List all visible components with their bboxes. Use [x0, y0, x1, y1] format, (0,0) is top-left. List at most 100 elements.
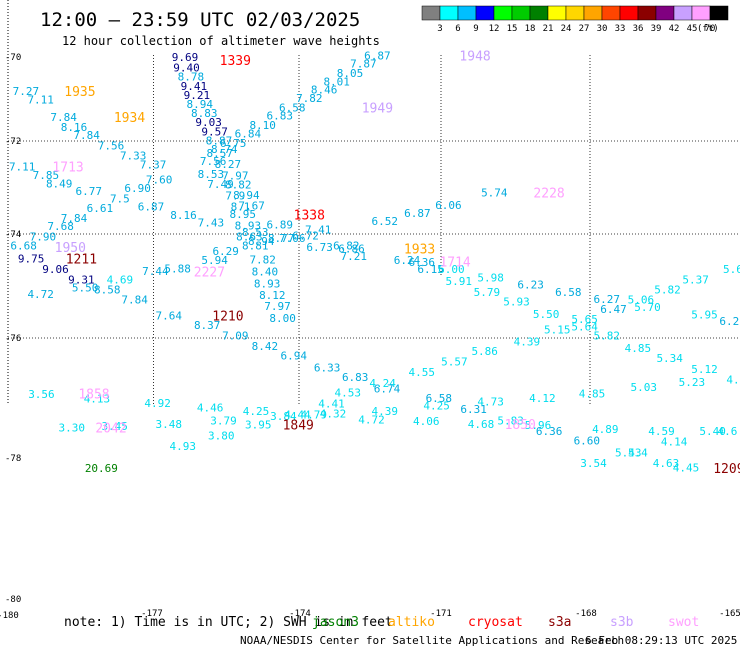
wave-height-value: 7.97 [264, 300, 291, 313]
latitude-label: -80 [5, 595, 21, 605]
wave-height-value: 4.63 [653, 457, 680, 470]
wave-height-value: 4.39 [372, 405, 399, 418]
wave-height-value: 7.37 [140, 158, 167, 171]
wave-height-value: 5.23 [679, 376, 706, 389]
colorbar-swatch [421, 5, 441, 21]
wave-height-value: 4.59 [648, 425, 675, 438]
wave-height-value: 5.03 [631, 381, 658, 394]
latitude-label: -74 [5, 230, 21, 240]
latitude-label: -76 [5, 334, 21, 344]
wave-height-value: 7.44 [142, 265, 169, 278]
colorbar-swatch [601, 5, 621, 21]
wave-height-value: 5.83 [497, 415, 524, 428]
wave-height-value: 8.63 [236, 231, 263, 244]
wave-height-value: 8.1 [231, 201, 251, 214]
pass-time-label: 1949 [362, 101, 393, 116]
wave-height-value: 4.14 [661, 435, 688, 448]
colorbar-swatch [637, 5, 657, 21]
wave-height-value: 6.83 [266, 110, 293, 123]
wave-height-value: 8.87 [206, 134, 233, 147]
wave-height-value: 7.85 [33, 169, 60, 182]
wave-height-value: 6.33 [314, 361, 341, 374]
wave-height-value: 6.36 [536, 425, 563, 438]
wave-height-value: 8.10 [249, 119, 276, 132]
colorbar-label: 30 [597, 24, 608, 34]
wave-height-value: 5.88 [164, 262, 191, 275]
wave-height-value: 8.53 [198, 168, 225, 181]
wave-height-value: 9.03 [195, 116, 222, 129]
colorbar-swatch [457, 5, 477, 21]
footer-timestamp: 6 Feb 08:29:13 UTC 2025 [585, 634, 737, 647]
wave-height-value: 3.80 [208, 430, 235, 443]
colorbar-unit: (ft) [697, 24, 719, 34]
pass-time-label: 1935 [64, 85, 95, 100]
wave-height-value: 8.77 [268, 232, 295, 245]
wave-height-value: 8.78 [178, 71, 205, 84]
satellite-legend-cryosat: cryosat [468, 615, 523, 630]
map-grid [8, 55, 740, 405]
wave-height-value: 8.95 [229, 208, 256, 221]
note-text: note: 1) Time is in UTC; 2) SWH is in fe… [64, 615, 393, 630]
wave-height-value: 8.42 [252, 340, 279, 353]
wave-height-value: 6.84 [235, 127, 262, 140]
wave-height-value: 7.97 [222, 170, 249, 183]
wave-height-value: 3.84 [270, 410, 297, 423]
pass-time-label: 1950 [55, 241, 86, 256]
wave-height-value: 8.94 [187, 98, 214, 111]
wave-height-value: 7.56 [200, 155, 227, 168]
pass-time-label: 1338 [294, 209, 325, 224]
wave-height-value: 7.41 [305, 223, 332, 236]
wave-height-value: 5.66 [723, 263, 740, 276]
wave-height-value: 7.84 [61, 212, 88, 225]
wave-height-value: 7.82 [296, 92, 323, 105]
wave-height-value: 6.72 [292, 229, 319, 242]
colorbar-label: 45 [687, 24, 698, 34]
colorbar-swatch [691, 5, 711, 21]
wave-height-value: 4.68 [468, 418, 495, 431]
wave-height-observations: 9.699.408.789.419.218.948.839.039.578.87… [9, 49, 740, 475]
colorbar: (ft) 3 6 9 12 15 18 21 24 27 30 33 36 39 42 45 70 [421, 5, 729, 34]
colorbar-label: 15 [507, 24, 518, 34]
wave-height-value: 4.79 [301, 409, 328, 422]
wave-height-value: 9.69 [172, 51, 199, 64]
colorbar-swatch [619, 5, 639, 21]
wave-height-value: 4.73 [477, 396, 504, 409]
wave-height-value: 8.12 [259, 289, 286, 302]
wave-height-value: 5.79 [474, 286, 501, 299]
wave-height-value: 5.57 [441, 355, 468, 368]
wave-height-value: 4.85 [579, 387, 606, 400]
wave-height-value: 7.21 [340, 250, 367, 263]
longitude-label: -180 [0, 611, 19, 621]
colorbar-label: 9 [473, 24, 478, 34]
wave-height-value: 8.83 [191, 107, 218, 120]
colorbar-label: 36 [633, 24, 644, 34]
pass-time-label: 1849 [283, 418, 314, 433]
wave-height-value: 5.06 [628, 294, 655, 307]
wave-height-value: 5.91 [446, 275, 473, 288]
wave-height-value: 9.40 [173, 62, 200, 75]
wave-height-value: 8.37 [194, 319, 221, 332]
wave-height-value: 6.58 [279, 101, 306, 114]
wave-height-value: 4.93 [170, 440, 197, 453]
wave-height-value: 5.12 [691, 363, 718, 376]
wave-height-value: 4.89 [592, 423, 619, 436]
wave-height-value: 20.69 [85, 462, 118, 475]
wave-height-value: 8.49 [46, 177, 73, 190]
colorbar-swatch [709, 5, 729, 21]
colorbar-label: 70 [705, 24, 716, 34]
wave-height-value: 5.65 [571, 313, 598, 326]
longitude-label: -177 [141, 609, 163, 619]
wave-height-value: 6.68 [10, 240, 37, 253]
satellite-legend: jason3 altiko cryosat s3a s3b swot [312, 615, 699, 630]
wave-height-value: 6.83 [342, 371, 369, 384]
colorbar-label: 18 [525, 24, 536, 34]
pass-time-label: 1211 [66, 253, 97, 268]
subtitle: 12 hour collection of altimeter wave hei… [62, 34, 380, 48]
colorbar-label: 12 [489, 24, 500, 34]
wave-height-value: 3.30 [59, 422, 86, 435]
wave-height-value: 6.23 [517, 279, 544, 292]
pass-time-label: 1209 [713, 462, 740, 477]
pass-time-label: 1948 [459, 49, 490, 64]
wave-height-value: 5.15 [544, 324, 571, 337]
wave-height-value: 5.96 [525, 419, 552, 432]
